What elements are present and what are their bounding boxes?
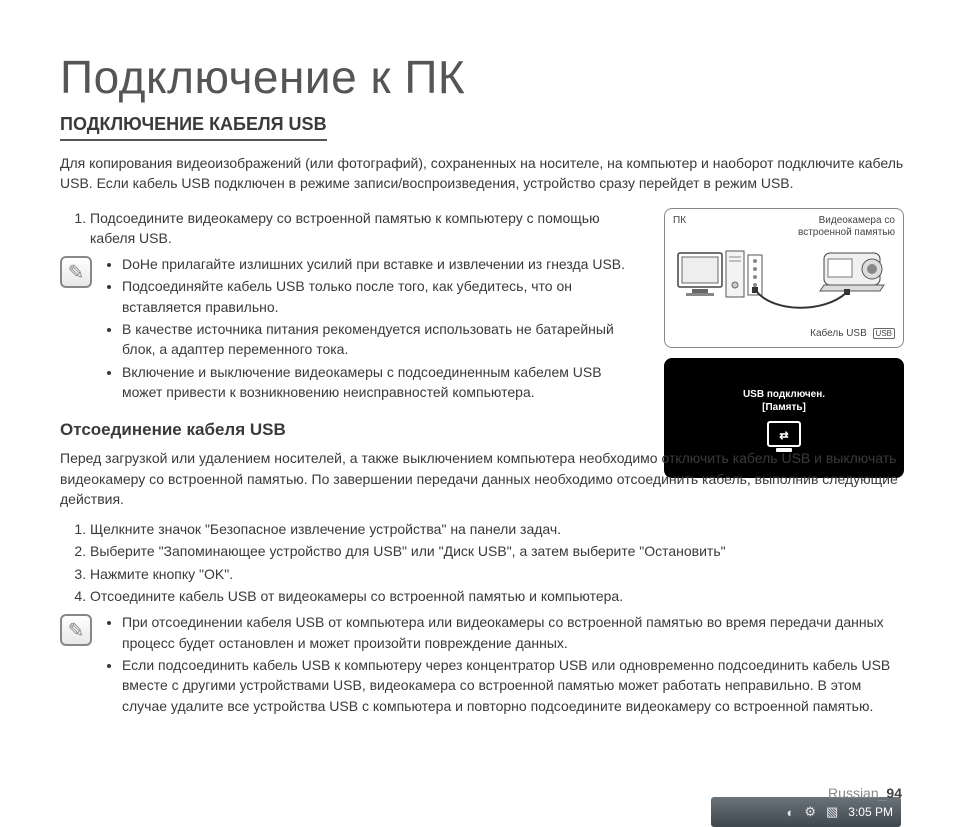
note-item: В качестве источника питания рекомендует… — [122, 319, 640, 360]
note-block-disconnect: ✎ При отсоединении кабеля USB от компьют… — [60, 612, 904, 717]
tray-icon: ⚙ — [804, 804, 816, 820]
footer-page: 94 — [886, 785, 902, 801]
screen-line-1: USB подключен. — [743, 389, 825, 400]
section-usb-connect: ПОДКЛЮЧЕНИЕ КАБЕЛЯ USB Для копирования в… — [60, 114, 904, 404]
diagram-svg — [673, 243, 895, 321]
tray-icon: ▧ — [826, 804, 838, 820]
note-item: Подсоединяйте кабель USB только после то… — [122, 276, 640, 317]
safely dock-icon: ◐ — [786, 805, 794, 820]
disconnect-intro: Перед загрузкой или удалением носителей,… — [60, 448, 904, 509]
disconnect-step: Отсоедините кабель USB от видеокамеры со… — [90, 586, 904, 606]
disconnect-step: Выберите "Запоминающее устройство для US… — [90, 541, 904, 561]
screen-line-2: [Память] — [762, 402, 806, 413]
connect-steps: Подсоедините видеокамеру со встроенной п… — [60, 208, 640, 249]
connect-step-1: Подсоедините видеокамеру со встроенной п… — [90, 208, 640, 249]
connect-notes: DoНе прилагайте излишних усилий при вста… — [104, 254, 640, 404]
intro-paragraph: Для копирования видеоизображений (или фо… — [60, 153, 904, 194]
diagram-label-camera: Видеокамера со встроенной памятью — [785, 215, 895, 239]
taskbar-figure: ◐ ⚙ ▧ 3:05 PM — [711, 797, 901, 827]
diagram-label-pc: ПК — [673, 215, 686, 239]
note-icon: ✎ — [60, 614, 92, 646]
section-heading-connect: ПОДКЛЮЧЕНИЕ КАБЕЛЯ USB — [60, 114, 327, 141]
section-usb-disconnect: Отсоединение кабеля USB Перед загрузкой … — [60, 420, 904, 718]
note-item: Включение и выключение видеокамеры с под… — [122, 362, 640, 403]
note-item: DoНе прилагайте излишних усилий при вста… — [122, 254, 640, 274]
note-icon: ✎ — [60, 256, 92, 288]
section-heading-disconnect: Отсоединение кабеля USB — [60, 420, 904, 440]
cable-label: Кабель USB — [810, 328, 867, 339]
taskbar-time: 3:05 PM — [848, 805, 893, 819]
disconnect-steps: Щелкните значок "Безопасное извлечение у… — [60, 519, 904, 606]
disconnect-step: Нажмите кнопку "OK". — [90, 564, 904, 584]
note-item: При отсоединении кабеля USB от компьютер… — [122, 612, 904, 653]
cable-label-row: Кабель USB USB — [673, 328, 895, 339]
footer-lang: Russian_ — [828, 785, 886, 801]
page-title: Подключение к ПК — [60, 50, 904, 104]
disconnect-step: Щелкните значок "Безопасное извлечение у… — [90, 519, 904, 539]
page-footer: Russian_94 — [828, 785, 902, 801]
disconnect-notes: При отсоединении кабеля USB от компьютер… — [104, 612, 904, 717]
note-block-connect: ✎ DoНе прилагайте излишних усилий при вс… — [60, 254, 640, 404]
connection-diagram: ПК Видеокамера со встроенной памятью — [664, 208, 904, 348]
note-item: Если подсоединить кабель USB к компьютер… — [122, 655, 904, 716]
usb-icon: USB — [873, 328, 895, 339]
